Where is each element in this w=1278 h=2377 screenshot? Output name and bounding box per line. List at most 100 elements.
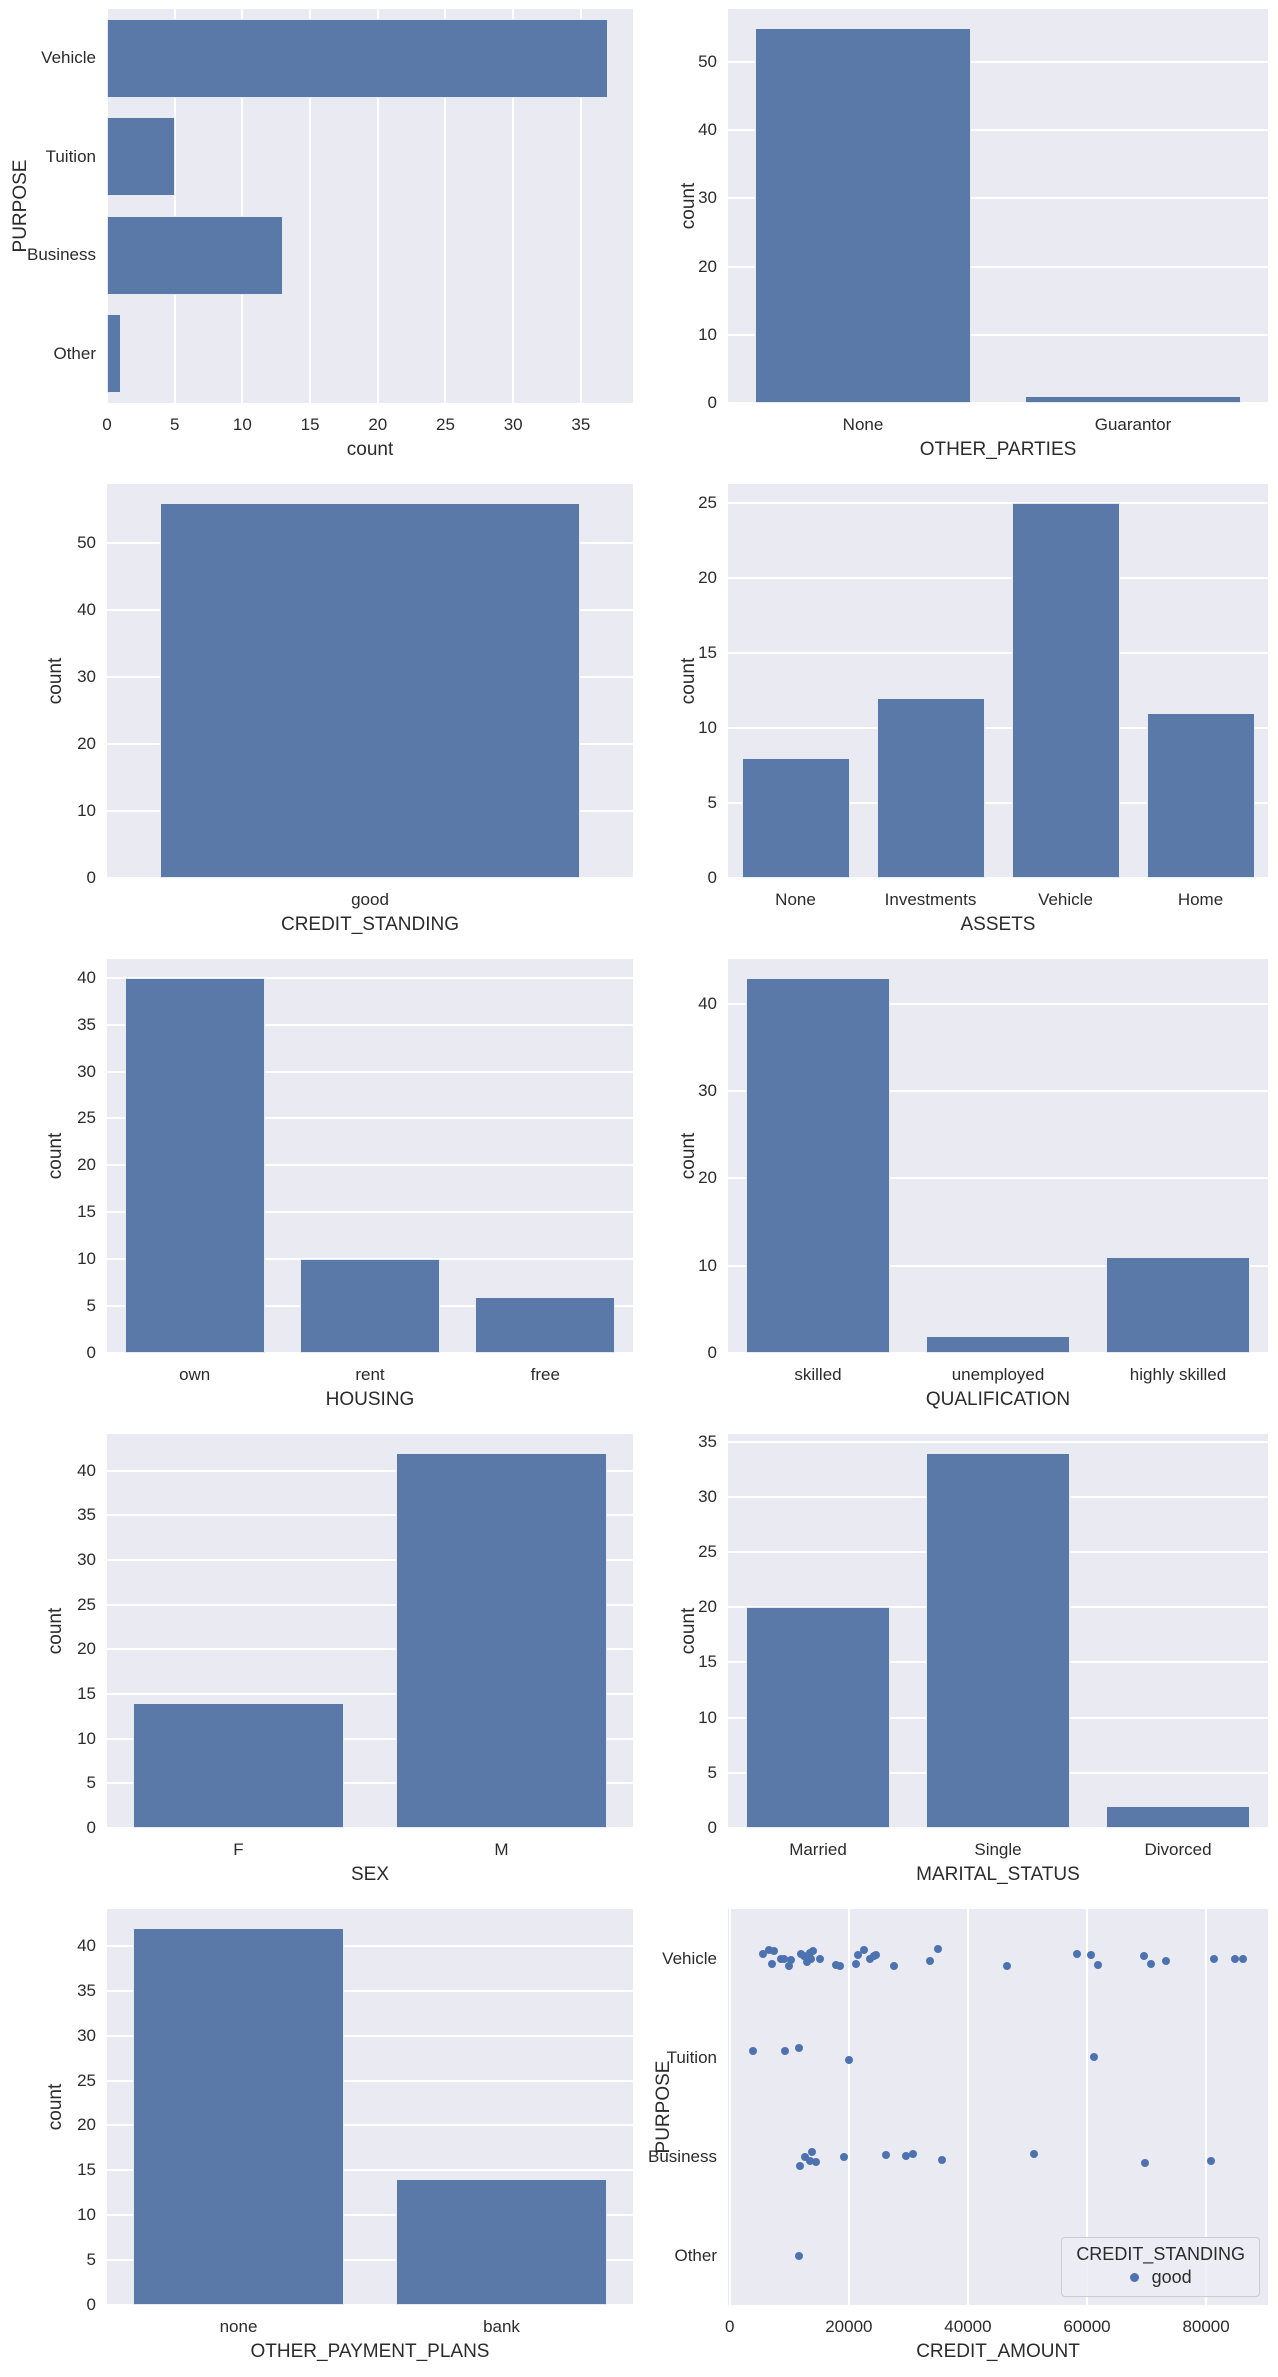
scatter-point — [889, 1962, 898, 1971]
scatter-point — [785, 1962, 794, 1971]
x-tick-label: Divorced — [1144, 1840, 1212, 1859]
x-tick-label: 0 — [102, 415, 112, 434]
scatter-point — [853, 1950, 862, 1959]
y-tick-label: 35 — [77, 1014, 96, 1034]
subplot-credit_standing: 0 10 20 30 40 50 good CREDIT_STANDING count — [0, 475, 639, 950]
y-tick-label: 35 — [77, 1505, 96, 1525]
x-axis-label: CREDIT_AMOUNT — [916, 2341, 1080, 2362]
gridline — [728, 129, 1268, 132]
y-tick-label: 20 — [698, 1597, 717, 1617]
y-tick-label: 25 — [698, 492, 717, 512]
gridline — [512, 9, 515, 403]
x-axis-label: MARITAL_STATUS — [916, 1864, 1080, 1885]
x-tick-label: 10 — [232, 415, 252, 434]
scatter-point — [811, 2158, 820, 2167]
x-tick-label: Guarantor — [1094, 415, 1172, 434]
x-tick-label: 20 — [368, 415, 388, 434]
gridline — [579, 9, 582, 403]
legend: CREDIT_STANDING good — [1061, 2237, 1260, 2297]
scatter-point — [780, 2046, 789, 2055]
subplot-assets: 0 5 10 15 20 25 None Investments Vehicle Home ASSE… — [639, 475, 1278, 950]
scatter-point — [1094, 1961, 1103, 1970]
bar — [1106, 1257, 1250, 1353]
y-axis-label: count — [45, 1607, 66, 1655]
x-axis-label: OTHER_PAYMENT_PLANS — [250, 2341, 490, 2362]
bar — [475, 1296, 616, 1353]
gridline — [107, 2124, 633, 2127]
x-tick-label: free — [530, 1365, 560, 1384]
y-tick-label: 40 — [77, 1935, 96, 1955]
subplot-marital_status: 0 5 10 15 20 25 30 35 Married Single Divorced MARIT… — [639, 1425, 1278, 1900]
x-tick-label: None — [775, 890, 816, 909]
subplot-qualification: 0 10 20 30 40 skilled unemployed highly skilled… — [639, 950, 1278, 1425]
gridline — [107, 1023, 633, 1026]
y-tick-label: Tuition — [666, 2047, 717, 2067]
gridline — [107, 1070, 633, 1073]
x-tick-label: skilled — [794, 1365, 842, 1384]
gridline — [728, 1352, 1268, 1354]
plot-area — [107, 959, 633, 1354]
scatter-point — [881, 2150, 890, 2159]
x-tick-label: 0 — [725, 2317, 735, 2336]
bar — [1011, 502, 1120, 878]
x-tick-label: M — [494, 1840, 509, 1859]
bar — [107, 18, 608, 98]
gridline — [107, 2304, 633, 2306]
gridline — [107, 1352, 633, 1354]
y-tick-label: 50 — [698, 51, 717, 71]
legend-title: CREDIT_STANDING — [1076, 2244, 1245, 2264]
scatter-point — [1090, 2052, 1099, 2061]
x-axis-label: CREDIT_STANDING — [280, 914, 460, 935]
bar — [396, 2179, 607, 2305]
scatter-point — [835, 1962, 844, 1971]
scatter-point — [845, 2056, 854, 2065]
gridline — [107, 1211, 633, 1214]
y-tick-label: 5 — [86, 1773, 96, 1793]
scatter-point — [1146, 1960, 1155, 1969]
bar — [396, 1452, 607, 1828]
y-tick-label: 0 — [86, 2295, 96, 2314]
y-tick-label: 25 — [77, 2070, 96, 2090]
y-tick-label: 10 — [77, 1249, 96, 1269]
gridline — [107, 1514, 633, 1517]
y-axis-label: count — [45, 2083, 66, 2131]
gridline — [444, 9, 447, 403]
gridline — [728, 265, 1268, 268]
subplot-count: 0 5 10 15 20 25 30 35 Vehicle Tuition Business Othe… — [0, 0, 639, 475]
y-tick-label: 15 — [77, 1202, 96, 1222]
bar — [926, 1452, 1070, 1828]
gridline — [107, 2169, 633, 2172]
scatter-point — [865, 1954, 874, 1963]
gridline — [728, 1440, 1268, 1443]
gridline — [173, 9, 176, 403]
gridline — [728, 197, 1268, 200]
bar — [926, 1335, 1070, 1353]
gridline — [107, 1944, 633, 1947]
scatter-point — [938, 2156, 947, 2165]
x-tick-label: bank — [483, 2317, 520, 2336]
bar — [1146, 712, 1255, 878]
scatter-point — [1210, 1955, 1219, 1964]
gridline — [107, 1117, 633, 1120]
y-tick-label: Business — [648, 2146, 717, 2166]
x-axis-label: QUALIFICATION — [925, 1389, 1071, 1410]
scatter-point — [794, 2251, 803, 2260]
bar — [746, 977, 890, 1353]
scatter-point — [801, 2152, 810, 2161]
y-tick-label: 30 — [77, 1549, 96, 1569]
y-tick-label: Vehicle — [662, 1948, 717, 1968]
y-tick-label: 30 — [77, 1061, 96, 1081]
y-tick-label: 40 — [77, 599, 96, 619]
y-tick-label: 0 — [707, 868, 717, 887]
scatter-point — [934, 1944, 943, 1953]
y-tick-label: 5 — [86, 1296, 96, 1316]
x-tick-label: Vehicle — [1038, 890, 1093, 909]
subplot-credit_amount: 0 20000 40000 60000 80000 Vehicle Tuition Busin… — [639, 1900, 1278, 2377]
x-tick-label: 20000 — [825, 2317, 873, 2336]
x-axis-label: OTHER_PARTIES — [919, 439, 1077, 460]
bar — [876, 697, 985, 878]
y-axis-label: count — [678, 1132, 699, 1180]
bar — [1106, 1805, 1250, 1828]
gridline — [107, 2214, 633, 2217]
y-axis-label: count — [678, 182, 699, 230]
